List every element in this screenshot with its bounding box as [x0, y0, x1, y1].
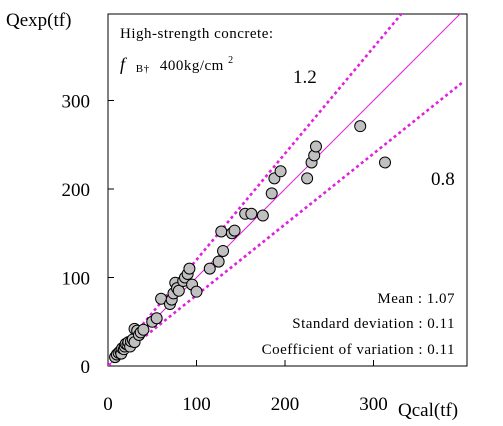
y-axis-title: Qexp(tf) — [6, 10, 71, 31]
data-points — [109, 120, 392, 364]
x-tick-label: 300 — [359, 394, 388, 415]
data-point — [215, 225, 228, 238]
data-point — [212, 255, 225, 268]
annotation-fc-line: f B† 400kg/cm 2 — [120, 54, 234, 76]
data-point — [379, 156, 392, 169]
y-tick-label: 100 — [62, 269, 91, 290]
x-tick-label: 0 — [103, 394, 113, 415]
data-point — [245, 207, 258, 220]
x-axis-title: Qcal(tf) — [398, 400, 458, 421]
data-point — [183, 262, 196, 275]
fc-subscript: B† — [136, 63, 150, 75]
annotation-title: High-strength concrete: — [120, 26, 274, 42]
plot-frame — [107, 13, 468, 367]
ratio-label-1-2: 1.2 — [293, 67, 317, 88]
fc-value: 400kg/cm — [160, 58, 224, 74]
fc-superscript: 2 — [228, 55, 234, 66]
reference-line-1-2 — [108, 14, 404, 366]
data-point — [228, 224, 241, 237]
y-tick-label: 300 — [62, 92, 91, 113]
data-point — [274, 165, 287, 178]
stat-mean: Mean : 1.07 — [377, 291, 455, 307]
data-point — [354, 120, 367, 133]
data-point — [265, 187, 278, 200]
reference-lines — [108, 14, 463, 366]
ratio-label-0-8: 0.8 — [431, 169, 455, 190]
data-point — [203, 262, 216, 275]
data-point — [301, 172, 314, 185]
fc-symbol: f — [120, 54, 128, 74]
y-tick-label: 200 — [62, 180, 91, 201]
data-point — [256, 209, 269, 222]
x-tick-label: 100 — [182, 394, 211, 415]
y-tick-label: 0 — [81, 357, 91, 378]
data-point — [137, 323, 150, 336]
data-point — [217, 244, 230, 257]
x-tick-label: 200 — [271, 394, 300, 415]
stat-std: Standard deviation : 0.11 — [292, 316, 455, 332]
data-point — [190, 285, 203, 298]
data-point — [309, 140, 322, 153]
data-point — [172, 284, 185, 297]
data-point — [150, 312, 163, 325]
stat-cov: Coefficient of variation : 0.11 — [262, 342, 455, 358]
axis-ticks: 00 100 100 200 200 300 300 — [62, 92, 388, 416]
